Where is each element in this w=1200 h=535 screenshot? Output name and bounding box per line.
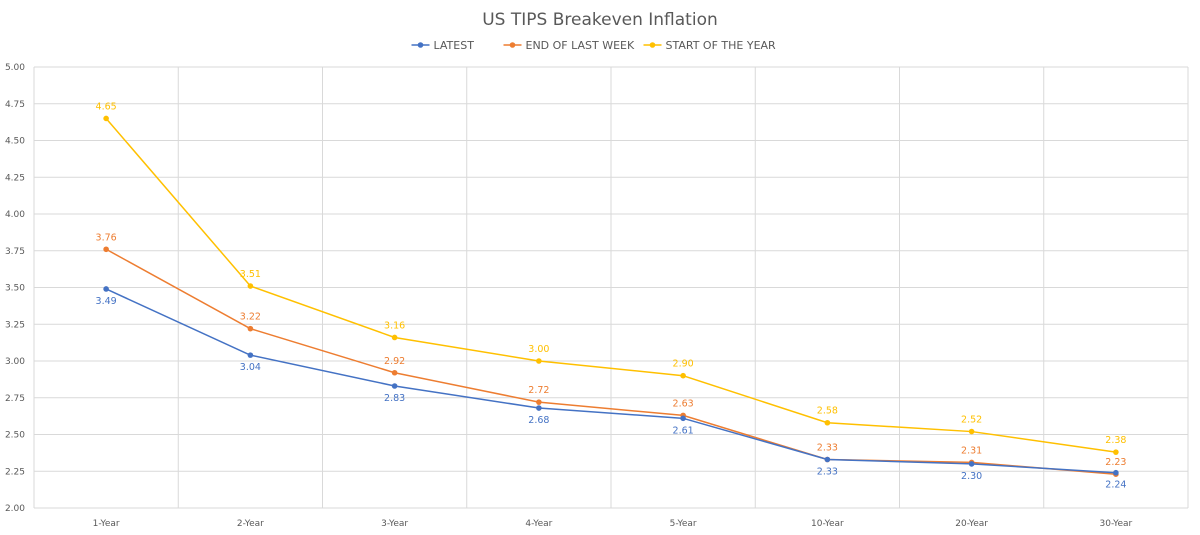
legend-marker [649,42,656,48]
y-tick-label: 3.75 [5,247,25,257]
data-label: 3.16 [384,320,405,331]
legend-item: LATEST [411,39,475,52]
data-point [680,415,686,422]
data-label: 2.24 [1105,480,1126,491]
data-label: 2.33 [817,442,838,453]
data-point [680,372,686,379]
data-point [247,325,254,332]
x-tick-label: 10-Year [811,519,844,529]
y-tick-label: 3.00 [5,357,25,367]
data-point [103,246,109,253]
data-point [824,419,831,426]
data-point [247,352,254,358]
data-point [103,286,109,292]
legend-marker [417,42,424,48]
y-tick-label: 2.50 [5,431,25,441]
x-tick-label: 30-Year [1100,519,1133,529]
data-label: 3.00 [528,344,549,355]
y-tick-label: 5.00 [5,63,25,73]
data-label: 2.63 [673,398,694,409]
data-point [391,334,398,341]
x-tick-label: 2-Year [237,519,264,529]
legend-item: START OF THE YEAR [643,39,777,52]
y-tick-label: 4.25 [5,173,25,183]
grid [33,66,1189,509]
x-tick-label: 1-Year [93,519,120,529]
data-point [103,115,109,122]
data-point [968,428,975,435]
data-label: 4.65 [96,101,117,112]
data-label: 2.38 [1105,435,1126,446]
data-label: 3.22 [240,312,261,323]
data-point [968,461,975,467]
data-label: 2.33 [817,466,838,477]
legend-item: END OF LAST WEEK [503,39,636,52]
y-tick-label: 2.25 [5,467,25,477]
data-point [391,383,398,389]
legend-marker [509,42,516,48]
legend: LATEST END OF LAST WEEK START OF THE YEAR [411,39,777,52]
y-tick-label: 4.50 [5,137,25,147]
series-layer [103,115,1119,477]
data-label: 2.61 [673,425,694,436]
y-tick-label: 2.00 [5,504,25,514]
data-label: 2.68 [528,415,549,426]
data-label: 2.31 [961,445,982,456]
data-label: 3.49 [96,296,117,307]
data-label: 2.90 [673,359,694,370]
data-point [247,283,254,289]
series-line [105,248,1116,475]
data-point [536,399,542,405]
data-point [824,456,831,463]
data-labels: 3.49 3.04 2.83 2.68 2.61 2.33 2.30 2.24 3.76 3.22… [96,101,1127,490]
data-label: 3.76 [96,232,117,243]
y-tick-label: 4.75 [5,100,25,110]
data-label: 2.52 [961,415,982,426]
data-label: 2.72 [528,385,549,396]
data-label: 3.51 [240,269,261,280]
data-label: 2.92 [384,356,405,367]
data-label: 2.83 [384,393,405,404]
x-axis: 1-Year 2-Year 3-Year 4-Year 5-Year 10-Year 20-… [93,519,1133,529]
y-axis: 2.00 2.25 2.50 2.75 3.00 3.25 3.50 3.75 4.00 4.25… [5,63,25,514]
data-label: 2.30 [961,471,982,482]
series-line [105,288,1116,474]
y-tick-label: 3.50 [5,284,25,294]
data-point [391,369,398,376]
x-tick-label: 20-Year [955,519,988,529]
data-point [536,405,542,411]
data-label: 3.04 [240,362,261,373]
data-point [1113,469,1119,476]
y-tick-label: 4.00 [5,210,25,220]
data-label: 2.58 [817,406,838,417]
x-tick-label: 5-Year [670,519,697,529]
series-line [105,117,1116,453]
x-tick-label: 4-Year [525,519,552,529]
legend-label: START OF THE YEAR [666,39,777,52]
y-tick-label: 3.25 [5,320,25,330]
legend-label: END OF LAST WEEK [526,39,636,52]
legend-label: LATEST [434,39,475,52]
x-tick-label: 3-Year [381,519,408,529]
chart-title: US TIPS Breakeven Inflation [482,10,718,30]
y-tick-label: 2.75 [5,394,25,404]
data-point [536,358,542,364]
data-point [1113,449,1119,455]
data-label: 2.23 [1105,457,1126,468]
